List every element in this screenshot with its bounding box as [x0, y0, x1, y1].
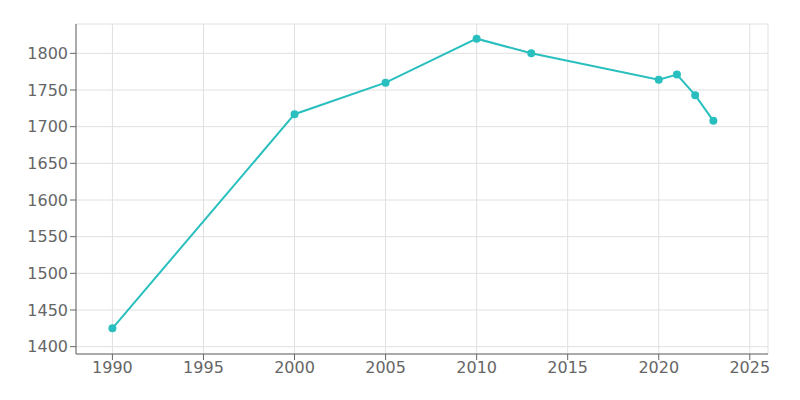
svg-text:1400: 1400	[27, 337, 68, 356]
svg-text:1995: 1995	[183, 358, 224, 377]
svg-text:1650: 1650	[27, 154, 68, 173]
svg-text:2005: 2005	[365, 358, 406, 377]
svg-text:1800: 1800	[27, 44, 68, 63]
svg-text:2025: 2025	[729, 358, 770, 377]
svg-text:1500: 1500	[27, 264, 68, 283]
svg-text:1990: 1990	[92, 358, 133, 377]
svg-text:1550: 1550	[27, 227, 68, 246]
svg-text:2020: 2020	[638, 358, 679, 377]
svg-text:1450: 1450	[27, 301, 68, 320]
svg-text:1600: 1600	[27, 191, 68, 210]
svg-text:1750: 1750	[27, 81, 68, 100]
svg-text:2015: 2015	[547, 358, 588, 377]
svg-text:2000: 2000	[274, 358, 315, 377]
svg-text:2010: 2010	[456, 358, 497, 377]
svg-text:1700: 1700	[27, 117, 68, 136]
